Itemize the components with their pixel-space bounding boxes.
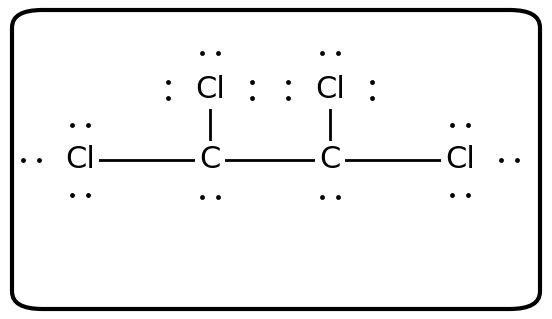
Text: Cl: Cl bbox=[445, 145, 475, 174]
Text: Cl: Cl bbox=[65, 145, 95, 174]
FancyBboxPatch shape bbox=[12, 10, 540, 309]
Text: C: C bbox=[319, 145, 341, 174]
Text: Cl: Cl bbox=[195, 76, 225, 105]
Text: C: C bbox=[199, 145, 221, 174]
Text: Cl: Cl bbox=[315, 76, 345, 105]
